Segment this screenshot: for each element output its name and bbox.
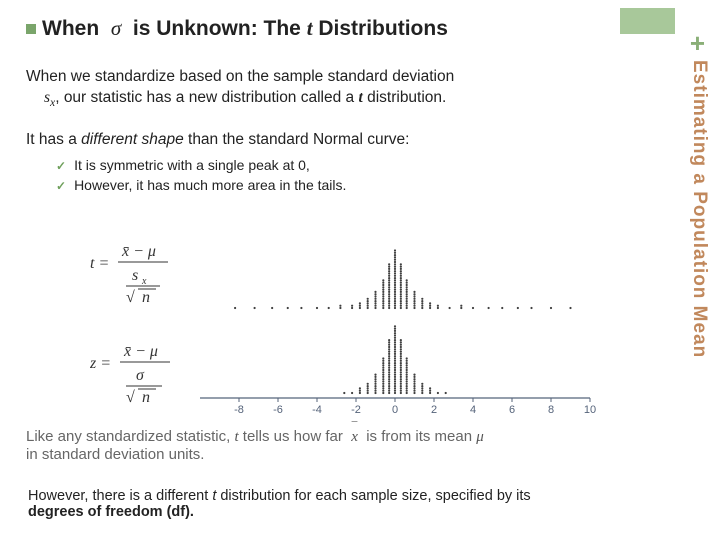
- svg-text:n: n: [142, 289, 150, 306]
- svg-text:0: 0: [392, 404, 398, 416]
- f2-a: However, there is a different: [28, 488, 212, 504]
- f1-c: is from its mean: [362, 428, 476, 445]
- check-icon: ✓: [56, 159, 66, 173]
- f2-b: distribution for each sample size, speci…: [216, 488, 530, 504]
- list-item: ✓ It is symmetric with a single peak at 0…: [56, 157, 646, 173]
- title-lead: When: [42, 17, 99, 40]
- svg-text:4: 4: [470, 404, 476, 416]
- distribution-figure: t = x̄ − μ sx √n z = x̄ − μ σ √n -8-6-4-…: [90, 228, 600, 416]
- svg-text:6: 6: [509, 404, 515, 416]
- p1-line1: When we standardize based on the sample …: [26, 68, 454, 85]
- svg-text:2: 2: [431, 404, 437, 416]
- p2-b: than the standard Normal curve:: [184, 131, 410, 148]
- check-text: However, it has much more area in the ta…: [74, 177, 346, 193]
- formula-z-lhs: z =: [90, 355, 111, 372]
- f1-d: in standard deviation units.: [26, 446, 204, 463]
- axis-ticks: -8 -6 -4 -2 0 2 4 6 8 10: [234, 398, 596, 416]
- sigma-symbol: σ: [111, 16, 121, 40]
- svg-text:x̄ − μ: x̄ − μ: [123, 343, 158, 360]
- p1-line2c: distribution.: [363, 89, 447, 106]
- p2-ital: different shape: [81, 131, 184, 148]
- svg-text:-6: -6: [273, 404, 283, 416]
- svg-text:-4: -4: [312, 404, 322, 416]
- bullet-square-icon: [26, 24, 36, 34]
- svg-text:σ: σ: [136, 367, 145, 384]
- svg-text:8: 8: [548, 404, 554, 416]
- paragraph-1: When we standardize based on the sample …: [26, 67, 646, 111]
- svg-text:√: √: [126, 389, 135, 406]
- svg-text:x: x: [141, 276, 147, 287]
- slide-title: When σ is Unknown: The t Distributions: [26, 16, 646, 41]
- p2-a: It has a: [26, 131, 81, 148]
- footnote-2: However, there is a different t distribu…: [28, 488, 688, 520]
- svg-text:10: 10: [584, 404, 596, 416]
- formula-t-lhs: t =: [90, 255, 109, 272]
- p1-line2b: , our statistic has a new distribution c…: [55, 89, 358, 106]
- f1-a: Like any standardized statistic,: [26, 428, 234, 445]
- section-label-vertical: Estimating a Population Mean: [684, 60, 710, 440]
- plus-icon: +: [690, 28, 705, 59]
- f1-b: tells us how far: [239, 428, 347, 445]
- svg-text:√: √: [126, 289, 135, 306]
- svg-text:x̄ − μ: x̄ − μ: [121, 243, 156, 260]
- check-icon: ✓: [56, 179, 66, 193]
- check-list: ✓ It is symmetric with a single peak at 0…: [26, 157, 646, 193]
- check-text: It is symmetric with a single peak at 0,: [74, 157, 310, 173]
- svg-text:n: n: [142, 389, 150, 406]
- paragraph-2: It has a different shape than the standa…: [26, 131, 646, 149]
- svg-text:-8: -8: [234, 404, 244, 416]
- main-content: When σ is Unknown: The t Distributions W…: [26, 16, 646, 197]
- list-item: ✓ However, it has much more area in the t…: [56, 177, 646, 193]
- footnote-1: Like any standardized statistic, t tells…: [26, 428, 666, 463]
- z-dist-dots: [343, 325, 447, 394]
- svg-text:-2: -2: [351, 404, 361, 416]
- title-rest-a: is Unknown: The: [133, 17, 307, 40]
- t-dist-dots: [234, 249, 572, 309]
- f2-bold: degrees of freedom (df).: [28, 504, 194, 520]
- title-rest-b: Distributions: [313, 17, 448, 40]
- f1-xbar: x: [351, 429, 358, 445]
- svg-text:s: s: [132, 267, 138, 284]
- f1-mu: μ: [476, 429, 484, 445]
